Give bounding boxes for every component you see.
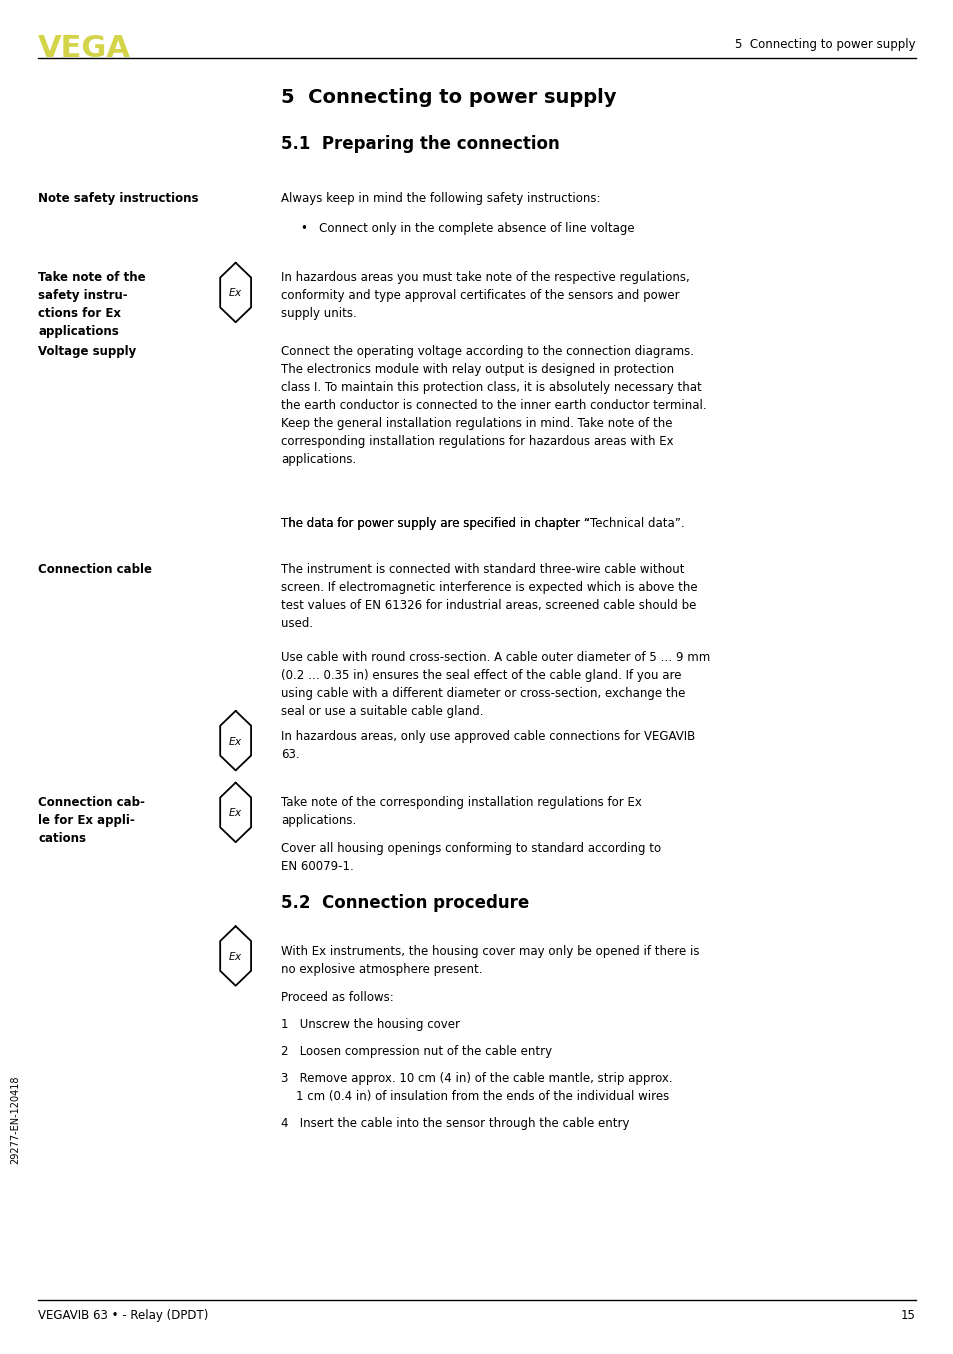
Text: VEGAVIB 63 • - Relay (DPDT): VEGAVIB 63 • - Relay (DPDT) — [38, 1309, 209, 1323]
Text: Take note of the
safety instru-
ctions for Ex
applications: Take note of the safety instru- ctions f… — [38, 271, 146, 337]
Text: 5.1  Preparing the connection: 5.1 Preparing the connection — [281, 135, 559, 153]
Text: The instrument is connected with standard three-wire cable without
screen. If el: The instrument is connected with standar… — [281, 563, 698, 630]
Text: Take note of the corresponding installation regulations for Ex
applications.: Take note of the corresponding installat… — [281, 796, 641, 827]
Text: Use cable with round cross-section. A cable outer diameter of 5 … 9 mm
(0.2 … 0.: Use cable with round cross-section. A ca… — [281, 651, 710, 718]
Text: With Ex instruments, the housing cover may only be opened if there is
no explosi: With Ex instruments, the housing cover m… — [281, 945, 700, 976]
Text: In hazardous areas, only use approved cable connections for VEGAVIB
63.: In hazardous areas, only use approved ca… — [281, 730, 695, 761]
Text: 1   Unscrew the housing cover: 1 Unscrew the housing cover — [281, 1018, 460, 1032]
Text: Connect the operating voltage according to the connection diagrams.
The electron: Connect the operating voltage according … — [281, 345, 706, 466]
Text: 15: 15 — [900, 1309, 915, 1323]
Text: Note safety instructions: Note safety instructions — [38, 192, 198, 206]
Text: Cover all housing openings conforming to standard according to
EN 60079-1.: Cover all housing openings conforming to… — [281, 842, 660, 873]
Text: Connection cab-
le for Ex appli-
cations: Connection cab- le for Ex appli- cations — [38, 796, 145, 845]
Text: •   Connect only in the complete absence of line voltage: • Connect only in the complete absence o… — [300, 222, 634, 236]
Text: The data for power supply are specified in chapter “Technical data”.: The data for power supply are specified … — [281, 517, 684, 531]
Text: 3   Remove approx. 10 cm (4 in) of the cable mantle, strip approx.
    1 cm (0.4: 3 Remove approx. 10 cm (4 in) of the cab… — [281, 1072, 673, 1104]
Text: $\mathit{Ex}$: $\mathit{Ex}$ — [228, 951, 243, 961]
Text: 29277-EN-120418: 29277-EN-120418 — [10, 1076, 20, 1164]
Text: In hazardous areas you must take note of the respective regulations,
conformity : In hazardous areas you must take note of… — [281, 271, 689, 320]
Text: 5  Connecting to power supply: 5 Connecting to power supply — [281, 88, 617, 107]
Text: The data for power supply are specified in chapter “: The data for power supply are specified … — [281, 517, 590, 531]
Text: VEGA: VEGA — [38, 34, 131, 62]
Text: $\mathit{Ex}$: $\mathit{Ex}$ — [228, 807, 243, 818]
Text: $\mathit{Ex}$: $\mathit{Ex}$ — [228, 287, 243, 298]
Text: 4   Insert the cable into the sensor through the cable entry: 4 Insert the cable into the sensor throu… — [281, 1117, 629, 1131]
Text: Always keep in mind the following safety instructions:: Always keep in mind the following safety… — [281, 192, 600, 206]
Text: $\mathit{Ex}$: $\mathit{Ex}$ — [228, 735, 243, 746]
Text: Voltage supply: Voltage supply — [38, 345, 136, 359]
Text: 5  Connecting to power supply: 5 Connecting to power supply — [735, 38, 915, 51]
Text: Connection cable: Connection cable — [38, 563, 152, 577]
Text: 2   Loosen compression nut of the cable entry: 2 Loosen compression nut of the cable en… — [281, 1045, 552, 1059]
Text: 5.2  Connection procedure: 5.2 Connection procedure — [281, 894, 529, 911]
Text: Proceed as follows:: Proceed as follows: — [281, 991, 394, 1005]
